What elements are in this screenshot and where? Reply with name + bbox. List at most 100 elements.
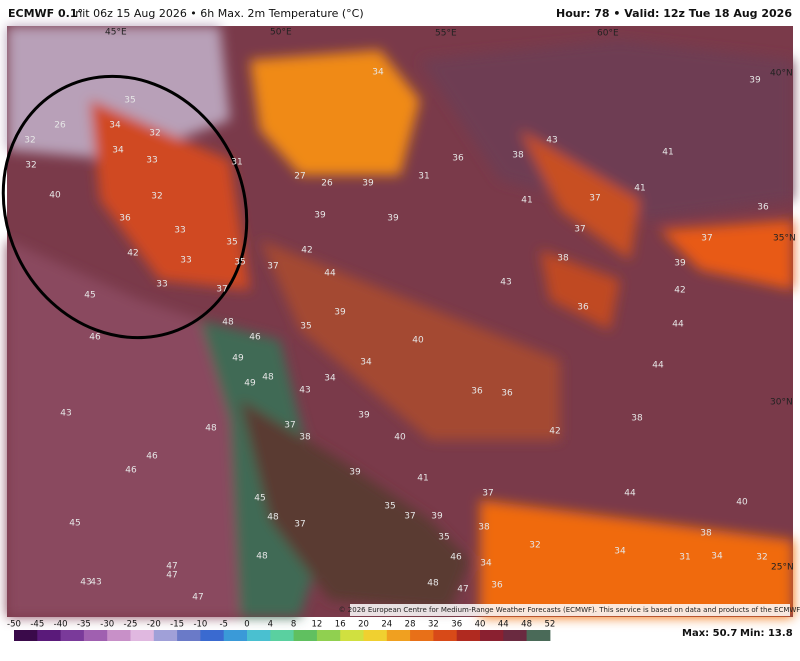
- colorbar-segment: [386, 630, 411, 641]
- grid-label: 55°E: [435, 29, 457, 39]
- colorbar-segment: [316, 630, 341, 641]
- colorbar-tick: -50: [7, 620, 21, 630]
- grid-label: 40°N: [770, 69, 793, 79]
- colorbar-segment: [410, 630, 434, 641]
- temperature-label: 37: [482, 489, 493, 499]
- grid-label: 45°E: [105, 28, 127, 38]
- colorbar-segment: [247, 630, 271, 641]
- colorbar-tick: 0: [244, 620, 249, 630]
- temperature-label: 37: [216, 285, 227, 295]
- temperature-label: 39: [674, 259, 686, 269]
- temperature-label: 46: [450, 553, 462, 563]
- temperature-label: 43: [500, 278, 511, 288]
- colorbar-tick: 8: [291, 620, 296, 630]
- colorbar-segment: [60, 630, 85, 641]
- grid-label: 60°E: [597, 29, 619, 39]
- temperature-label: 40: [49, 191, 61, 201]
- temperature-label: 38: [512, 151, 524, 161]
- title: ECMWF 0.1°: [8, 7, 83, 20]
- temperature-label: 48: [427, 579, 439, 589]
- temperature-label: 32: [529, 541, 540, 551]
- temperature-label: 34: [109, 121, 121, 131]
- temperature-label: 35: [300, 322, 311, 332]
- temperature-label: 41: [521, 196, 532, 206]
- temperature-label: 33: [146, 156, 157, 166]
- temperature-label: 34: [480, 559, 492, 569]
- colorbar-segment: [526, 630, 551, 641]
- temperature-label: 41: [634, 184, 645, 194]
- colorbar-tick: 28: [405, 620, 416, 630]
- temperature-label: 39: [362, 179, 374, 189]
- temperature-label: 44: [672, 320, 684, 330]
- temperature-label: 38: [700, 529, 712, 539]
- temperature-label: 46: [249, 333, 261, 343]
- temperature-label: 43: [299, 386, 310, 396]
- colorbar-segment: [503, 630, 528, 641]
- min: Min: 13.8: [740, 628, 793, 639]
- temperature-label: 38: [631, 414, 643, 424]
- colorbar-tick: 32: [428, 620, 439, 630]
- temperature-label: 45: [84, 291, 95, 301]
- temperature-label: 38: [478, 523, 490, 533]
- colorbar-segment: [223, 630, 248, 641]
- temperature-label: 39: [358, 411, 370, 421]
- temperature-label: 40: [412, 336, 424, 346]
- temperature-label: 32: [24, 136, 35, 146]
- temperature-label: 47: [192, 593, 203, 603]
- temperature-label: 37: [267, 262, 278, 272]
- temperature-label: 41: [417, 474, 428, 484]
- temperature-label: 48: [267, 513, 279, 523]
- temperature-label: 40: [736, 498, 748, 508]
- temperature-label: 43: [60, 409, 71, 419]
- temperature-label: 42: [127, 249, 138, 259]
- temperature-label: 41: [662, 148, 673, 158]
- temperature-label: 34: [711, 552, 723, 562]
- temperature-label: 42: [301, 246, 312, 256]
- temperature-label: 37: [574, 225, 585, 235]
- subtitle: Init 06z 15 Aug 2026 • 6h Max. 2m Temper…: [72, 7, 364, 20]
- colorbar-tick: -10: [193, 620, 207, 630]
- colorbar-tick: 12: [311, 620, 322, 630]
- temperature-label: 36: [757, 203, 769, 213]
- temperature-label: 46: [146, 452, 158, 462]
- temperature-label: 35: [438, 533, 449, 543]
- colorbar-tick: 40: [475, 620, 486, 630]
- temperature-label: 34: [324, 374, 336, 384]
- temperature-label: 42: [549, 427, 560, 437]
- colorbar-segment: [293, 630, 318, 641]
- temperature-label: 34: [372, 68, 384, 78]
- temperature-label: 37: [404, 512, 415, 522]
- colorbar-tick: -40: [54, 620, 68, 630]
- temperature-label: 38: [299, 433, 311, 443]
- temperature-label: 45: [69, 519, 80, 529]
- temperature-label: 48: [205, 424, 217, 434]
- temperature-label: 35: [384, 502, 395, 512]
- temperature-label: 39: [431, 512, 443, 522]
- temperature-label: 36: [452, 154, 464, 164]
- temperature-label: 32: [25, 161, 36, 171]
- colorbar-tick: 44: [498, 620, 509, 630]
- colorbar-segment: [363, 630, 388, 641]
- colorbar-tick: -45: [30, 620, 44, 630]
- temperature-label: 38: [557, 254, 569, 264]
- temperature-label: 36: [119, 214, 131, 224]
- temperature-label: 36: [577, 303, 589, 313]
- temperature-label: 46: [125, 466, 137, 476]
- temperature-label: 26: [321, 179, 333, 189]
- colorbar-segment: [270, 630, 295, 641]
- temperature-label: 44: [652, 361, 664, 371]
- temperature-label: 47: [457, 585, 468, 595]
- colorbar-tick: -20: [147, 620, 161, 630]
- grid-label: 25°N: [771, 563, 794, 573]
- colorbar-segment: [153, 630, 178, 641]
- grid-label: 35°N: [773, 234, 796, 244]
- temperature-label: 34: [614, 547, 626, 557]
- temperature-label: 45: [254, 494, 265, 504]
- colorbar: -50 -45 -40 -35 -30 -25 -20 -15 -10 -5 0 4 8 12 16 20 24…: [7, 620, 555, 641]
- temperature-label: 39: [314, 211, 326, 221]
- temperature-label: 39: [749, 76, 761, 86]
- colorbar-segment: [14, 630, 38, 641]
- colorbar-segment: [177, 630, 201, 641]
- valid-time: Hour: 78 • Valid: 12z Tue 18 Aug 2026: [556, 7, 792, 20]
